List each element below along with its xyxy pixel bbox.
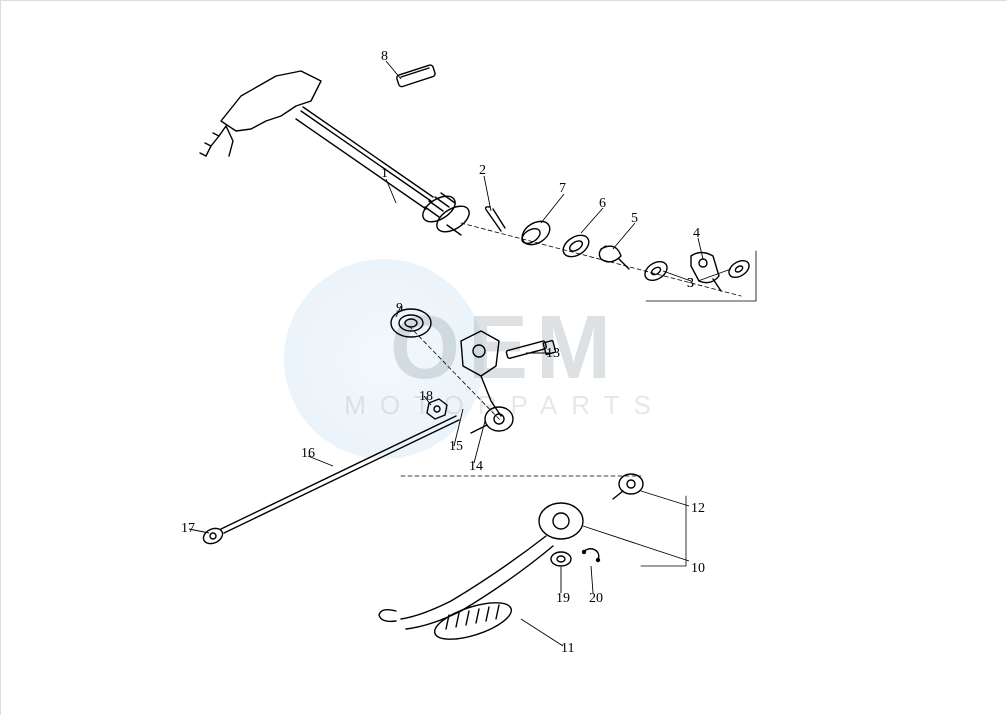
leader-lines [1, 1, 1007, 715]
callout-15: 15 [449, 439, 463, 455]
callout-20: 20 [589, 591, 603, 607]
callout-18: 18 [419, 389, 433, 405]
callout-17: 17 [181, 521, 195, 537]
callout-8: 8 [381, 49, 388, 65]
callout-6: 6 [599, 196, 606, 212]
callout-16: 16 [301, 446, 315, 462]
callout-5: 5 [631, 211, 638, 227]
diagram-container: OEM MOTORPARTS [0, 0, 1007, 715]
callout-7: 7 [559, 181, 566, 197]
callout-19: 19 [556, 591, 570, 607]
callout-11: 11 [561, 641, 574, 657]
callout-14: 14 [469, 459, 483, 475]
callout-2: 2 [479, 163, 486, 179]
callout-4: 4 [693, 226, 700, 242]
callout-12: 12 [691, 501, 705, 517]
callout-13: 13 [546, 346, 560, 362]
callout-10: 10 [691, 561, 705, 577]
callout-1: 1 [381, 166, 388, 182]
callout-3b: 3 [687, 276, 694, 292]
callout-9: 9 [396, 301, 403, 317]
